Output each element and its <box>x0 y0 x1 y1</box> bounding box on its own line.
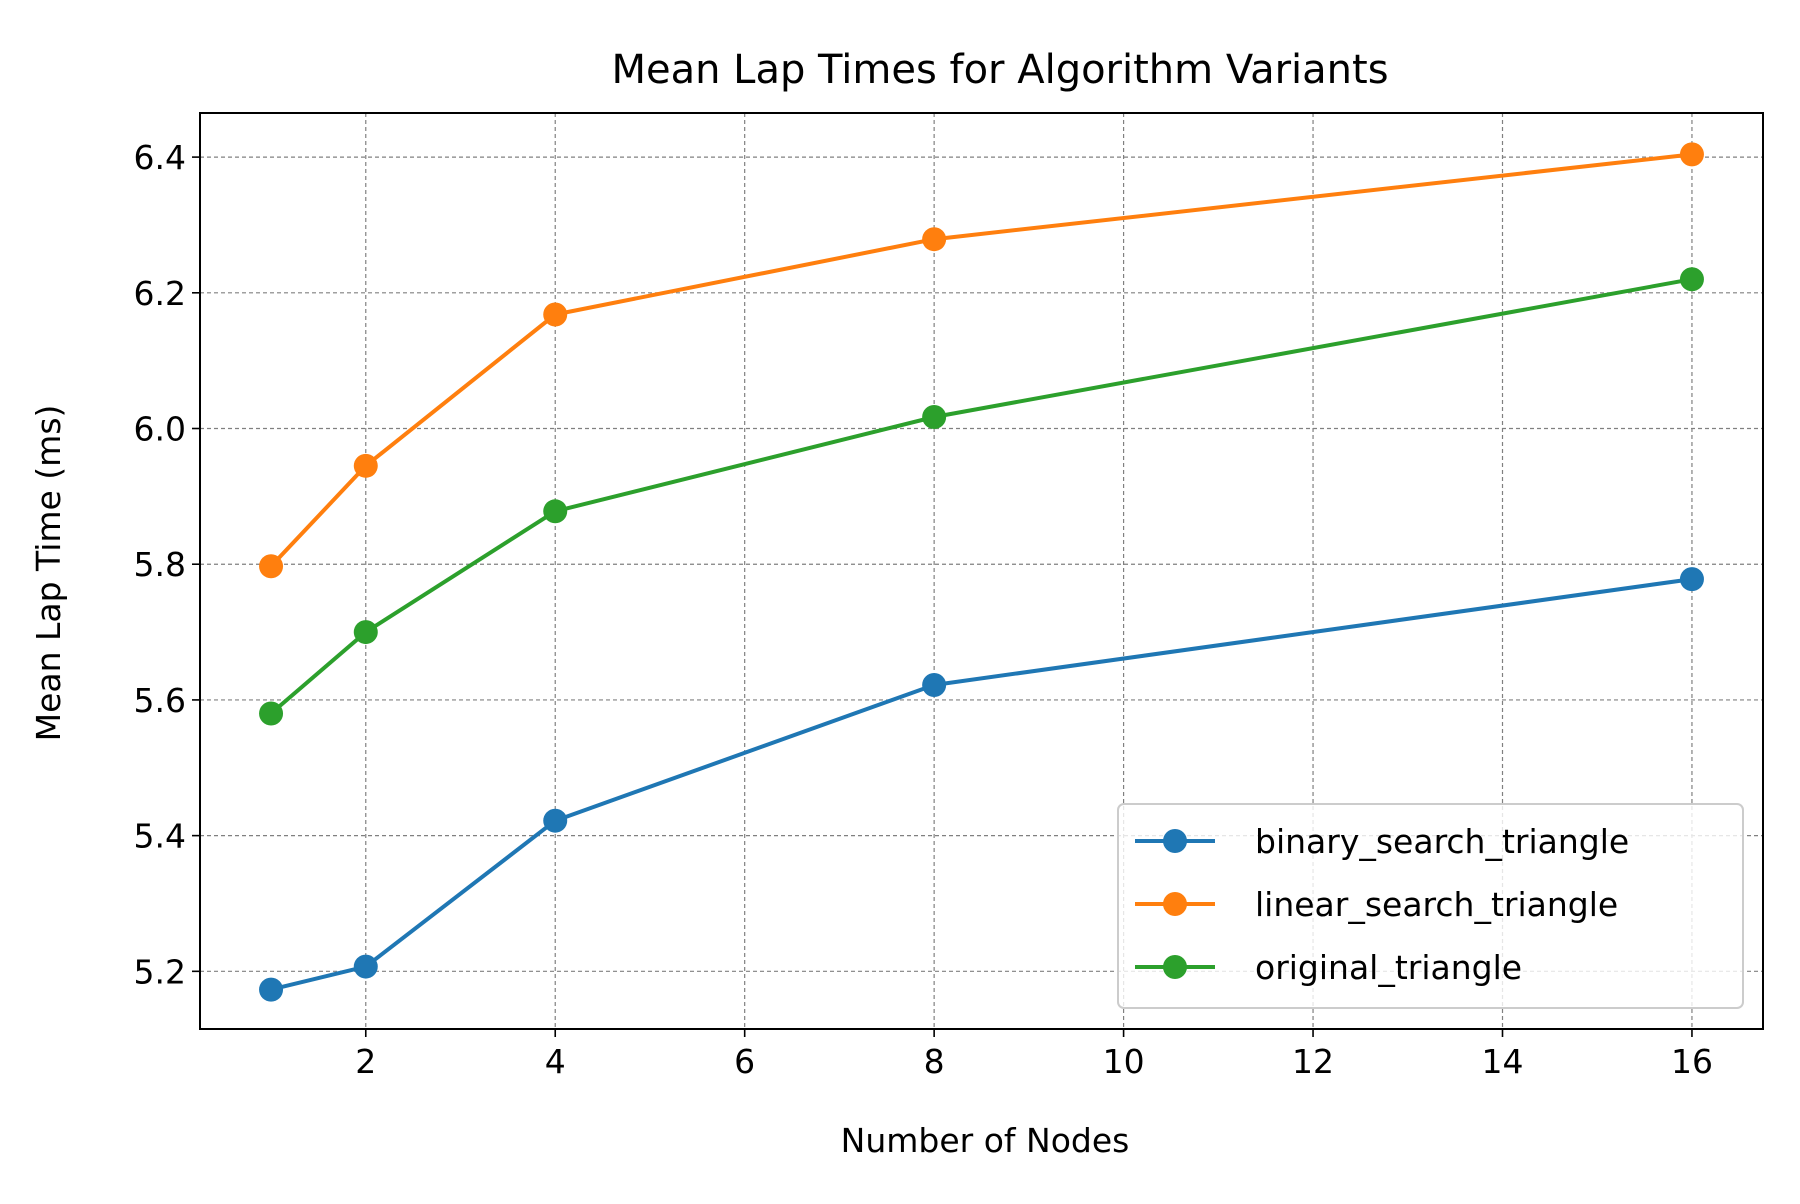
data-point <box>543 808 568 833</box>
y-axis-label: Mean Lap Time (ms) <box>29 405 68 742</box>
data-point <box>1679 567 1704 592</box>
x-tick-label: 8 <box>924 1042 945 1081</box>
legend-label: original_triangle <box>1255 948 1522 987</box>
data-series <box>259 142 1704 1002</box>
y-tick-label: 6.2 <box>134 274 186 313</box>
data-point <box>353 453 378 478</box>
data-point <box>353 954 378 979</box>
data-point <box>259 554 284 579</box>
x-axis-label: Number of Nodes <box>841 1121 1130 1160</box>
legend-item: binary_search_triangle <box>1135 822 1629 861</box>
legend-label: binary_search_triangle <box>1255 822 1629 861</box>
y-tick-label: 6.0 <box>134 410 186 449</box>
legend-item: original_triangle <box>1135 948 1522 987</box>
data-point <box>259 977 284 1002</box>
data-point <box>543 499 568 524</box>
series-line <box>269 152 1693 568</box>
x-tick-label: 2 <box>355 1042 376 1081</box>
legend: binary_search_triangle linear_search_tria… <box>1117 803 1744 1009</box>
y-tick-label: 5.2 <box>134 952 186 991</box>
y-tick-label: 6.4 <box>134 138 186 177</box>
data-point <box>1679 267 1704 292</box>
y-tick-label: 5.8 <box>134 545 186 584</box>
data-point <box>543 302 568 327</box>
plot-frame <box>199 112 1764 1030</box>
x-tick-label: 14 <box>1482 1042 1524 1081</box>
series-line <box>269 277 1693 716</box>
x-tick-label: 16 <box>1671 1042 1713 1081</box>
data-point <box>259 701 284 726</box>
x-tick-label: 6 <box>734 1042 755 1081</box>
y-tick-label: 5.6 <box>134 681 186 720</box>
data-point <box>922 404 947 429</box>
x-tick-label: 4 <box>545 1042 566 1081</box>
series-binary_search_triangle <box>259 567 1704 1002</box>
x-tick-label: 10 <box>1103 1042 1145 1081</box>
data-point <box>922 227 947 252</box>
data-point <box>922 672 947 697</box>
x-tick-label: 12 <box>1292 1042 1334 1081</box>
chart-title: Mean Lap Times for Algorithm Variants <box>611 47 1388 93</box>
axis-ticks: 2 4 6 8 10 12 14 16 5.2 5.4 5.6 5.8 6.0 6.2 6.4 <box>134 138 1713 1081</box>
legend-marker <box>1163 955 1187 979</box>
legend-marker <box>1163 892 1187 916</box>
series-original_triangle <box>259 267 1704 726</box>
data-point <box>1679 142 1704 167</box>
legend-marker <box>1163 829 1187 853</box>
data-point <box>353 620 378 645</box>
legend-item: linear_search_triangle <box>1135 885 1618 924</box>
legend-label: linear_search_triangle <box>1255 885 1618 924</box>
legend-box <box>1117 803 1744 1009</box>
series-linear_search_triangle <box>259 142 1704 579</box>
y-tick-label: 5.4 <box>134 817 186 856</box>
